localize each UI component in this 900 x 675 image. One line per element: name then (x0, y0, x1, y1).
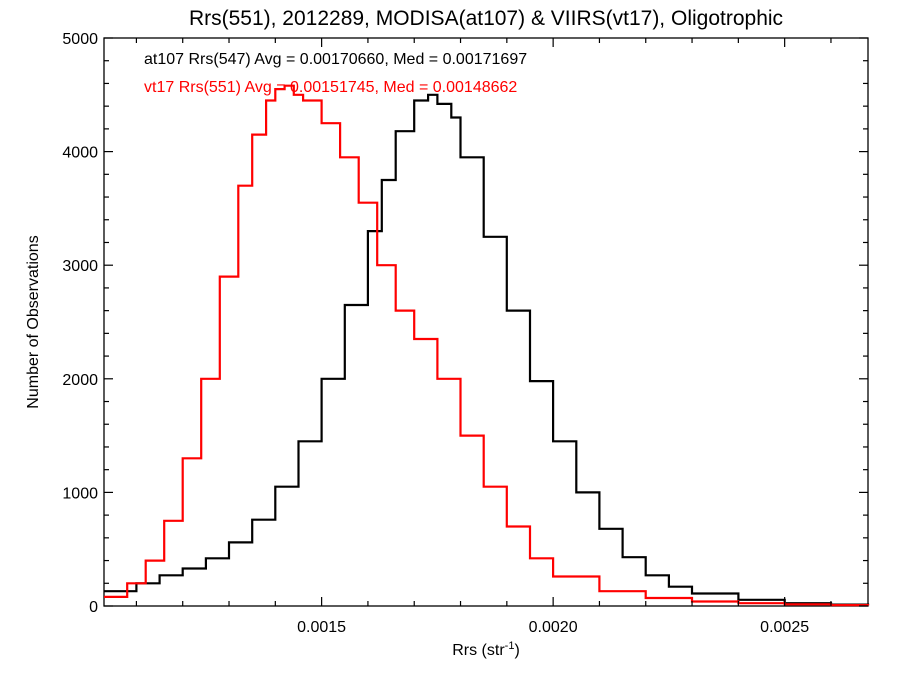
plot-area (104, 84, 870, 607)
y-tick-label: 0 (89, 599, 98, 616)
y-axis: 0 1000 2000 3000 4000 5000 (62, 31, 868, 616)
x-tick-label: 0.0020 (529, 619, 578, 636)
x-tick-label: 0.0025 (760, 619, 809, 636)
legend-entry-vt17: vt17 Rrs(551) Avg = 0.00151745, Med = 0.… (144, 79, 517, 96)
y-tick-label: 4000 (62, 145, 98, 162)
plot-frame (103, 37, 869, 607)
series-line-at107 (104, 93, 870, 606)
x-tick-label: 0.0015 (297, 619, 346, 636)
chart-title: Rrs(551), 2012289, MODISA(at107) & VIIRS… (189, 7, 783, 30)
y-tick-label: 2000 (62, 372, 98, 389)
x-axis-label-superscript: -1 (505, 640, 515, 652)
y-axis-label: Number of Observations (25, 235, 42, 408)
y-tick-label: 3000 (62, 258, 98, 275)
x-axis: 0.0015 0.0020 0.0025 (135, 38, 832, 636)
x-axis-label-end: ) (514, 642, 519, 659)
x-axis-label: Rrs (str-1) (452, 640, 520, 659)
legend-entry-at107: at107 Rrs(547) Avg = 0.00170660, Med = 0… (144, 51, 527, 68)
y-tick-label: 5000 (62, 31, 98, 48)
y-tick-label: 1000 (62, 485, 98, 502)
series-line-vt17 (104, 84, 870, 607)
